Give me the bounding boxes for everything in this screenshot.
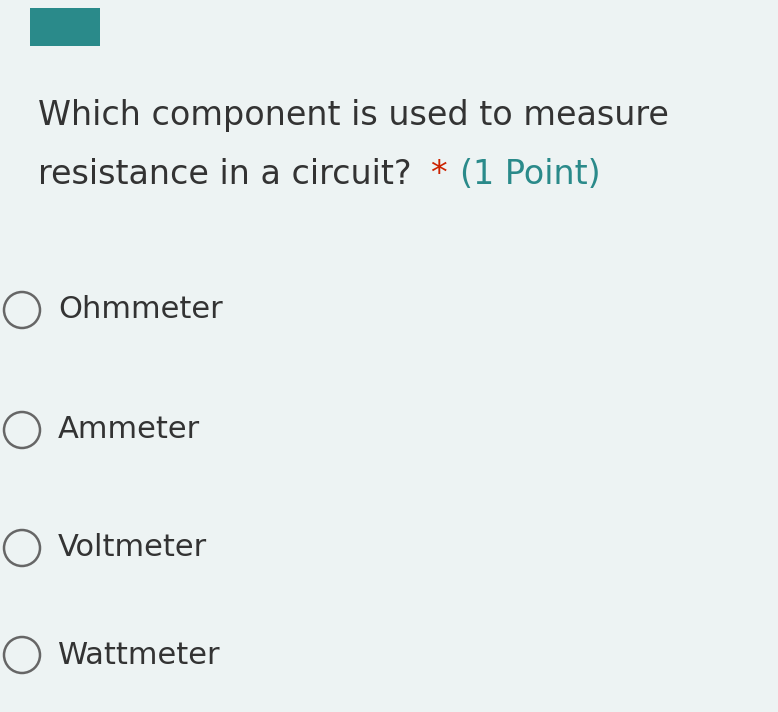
Text: Ammeter: Ammeter: [58, 416, 200, 444]
Text: (1 Point): (1 Point): [460, 159, 601, 192]
Text: Which component is used to measure: Which component is used to measure: [38, 98, 669, 132]
Circle shape: [4, 412, 40, 448]
Circle shape: [4, 637, 40, 673]
Text: Ohmmeter: Ohmmeter: [58, 295, 223, 325]
Text: resistance in a circuit?: resistance in a circuit?: [38, 159, 412, 192]
FancyBboxPatch shape: [30, 8, 100, 46]
Text: *: *: [430, 159, 447, 192]
Circle shape: [4, 530, 40, 566]
Circle shape: [4, 292, 40, 328]
Text: Wattmeter: Wattmeter: [58, 641, 221, 669]
Text: Voltmeter: Voltmeter: [58, 533, 207, 562]
